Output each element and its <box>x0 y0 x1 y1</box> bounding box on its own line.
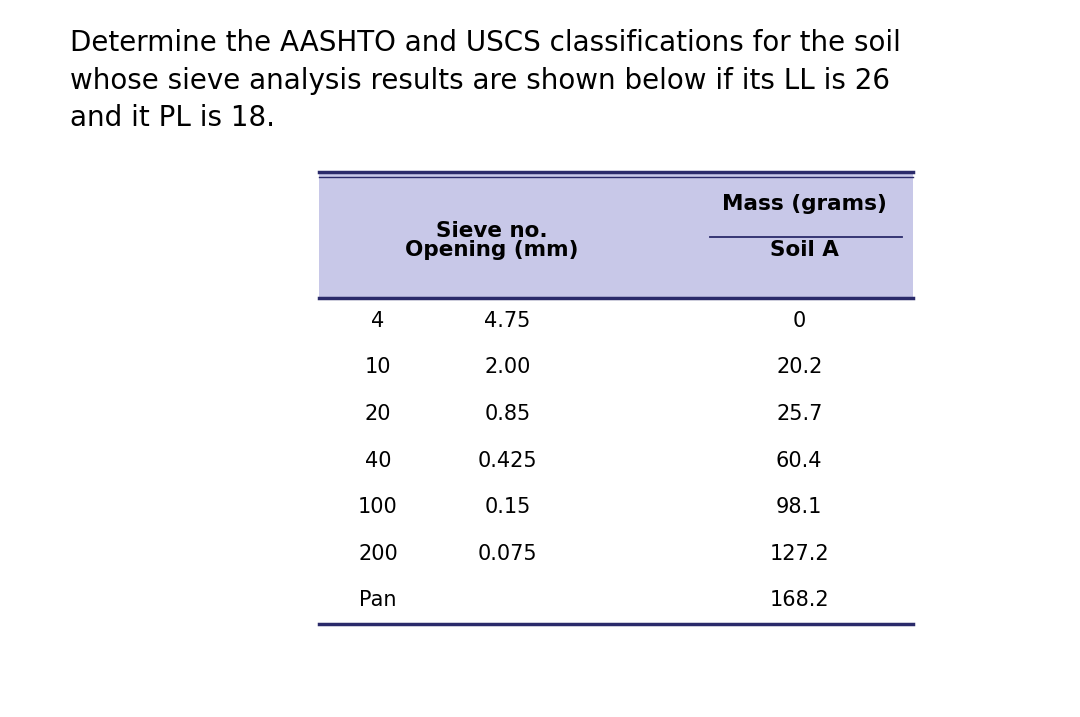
Text: 4.75: 4.75 <box>485 311 530 331</box>
Text: 100: 100 <box>359 498 397 517</box>
Text: 0.425: 0.425 <box>477 451 538 470</box>
Text: Mass (grams): Mass (grams) <box>723 194 887 214</box>
Text: 0.85: 0.85 <box>485 404 530 424</box>
Text: Opening (mm): Opening (mm) <box>405 240 578 260</box>
Text: Sieve no.: Sieve no. <box>435 221 548 241</box>
Text: 200: 200 <box>359 544 397 564</box>
Text: Soil A: Soil A <box>770 240 839 260</box>
Text: 0.075: 0.075 <box>477 544 538 564</box>
Text: 20.2: 20.2 <box>777 358 822 377</box>
Text: 40: 40 <box>365 451 391 470</box>
Text: 168.2: 168.2 <box>769 591 829 610</box>
Text: 4: 4 <box>372 311 384 331</box>
Text: 10: 10 <box>365 358 391 377</box>
Text: 0.15: 0.15 <box>485 498 530 517</box>
Text: 60.4: 60.4 <box>775 451 823 470</box>
Text: 2.00: 2.00 <box>485 358 530 377</box>
Text: Determine the AASHTO and USCS classifications for the soil
whose sieve analysis : Determine the AASHTO and USCS classifica… <box>70 29 901 133</box>
Text: 127.2: 127.2 <box>769 544 829 564</box>
Text: 25.7: 25.7 <box>777 404 822 424</box>
Text: 0: 0 <box>793 311 806 331</box>
Text: 20: 20 <box>365 404 391 424</box>
Text: Pan: Pan <box>360 591 396 610</box>
Text: 98.1: 98.1 <box>777 498 822 517</box>
